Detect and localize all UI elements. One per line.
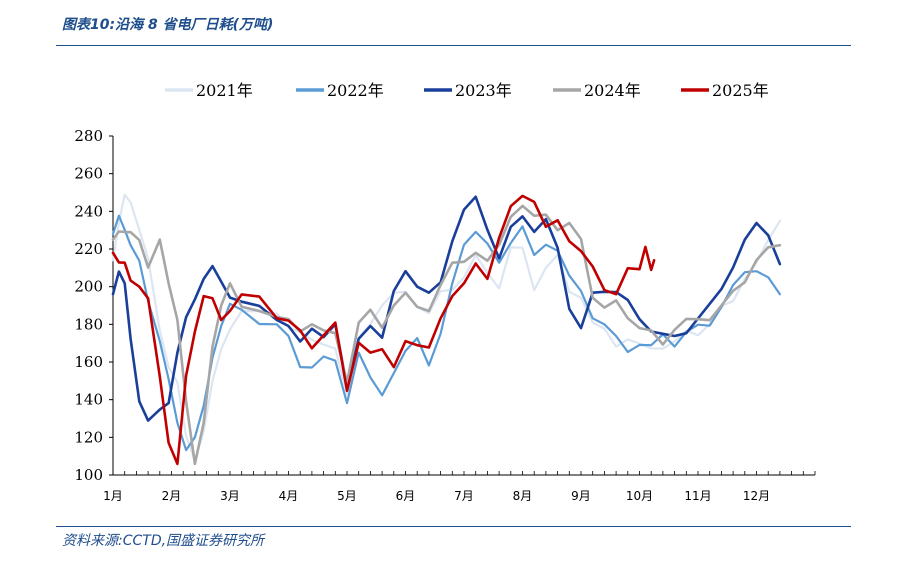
- x-tick-label: 9月: [571, 489, 591, 503]
- x-tick-label: 12月: [743, 489, 770, 503]
- chart-axes: 100 120 140 160 180 200 220 240 260 280 1月 2月 3月 4月 5月…: [74, 127, 816, 503]
- x-tick-label: 5月: [337, 489, 357, 503]
- top-rule: [56, 45, 851, 46]
- series-line-2021年: [111, 193, 781, 462]
- x-tick-label: 4月: [279, 489, 299, 503]
- series-line-2023年: [111, 195, 782, 422]
- series-line-2022年: [111, 214, 781, 452]
- x-tick-label: 1月: [103, 489, 123, 503]
- y-tick-label: 200: [74, 278, 103, 296]
- chart-legend: 2021年 2022年 2023年 2024年 2025年: [165, 81, 769, 100]
- legend-label: 2024年: [584, 81, 641, 100]
- x-tick-label: 10月: [626, 489, 653, 503]
- y-tick-label: 140: [74, 391, 103, 409]
- legend-label: 2023年: [455, 81, 512, 100]
- source-note: 资料来源:CCTD,国盛证券研究所: [62, 533, 265, 549]
- x-tick-label: 6月: [396, 489, 416, 503]
- y-tick-label: 260: [74, 165, 103, 183]
- x-tick-label: 7月: [454, 489, 474, 503]
- x-tick-label: 11月: [684, 489, 711, 503]
- bottom-rule: [56, 526, 851, 527]
- series-layer: [111, 193, 782, 466]
- series-line-2025年: [111, 194, 656, 466]
- series-line-2024年: [111, 204, 782, 466]
- legend-label: 2021年: [196, 81, 253, 100]
- x-tick-label: 3月: [220, 489, 240, 503]
- x-tick-label: 2月: [162, 489, 182, 503]
- y-tick-label: 220: [74, 240, 103, 258]
- x-tick-label: 8月: [513, 489, 533, 503]
- y-tick-label: 100: [74, 466, 103, 484]
- legend-label: 2022年: [327, 81, 384, 100]
- y-tick-label: 120: [74, 428, 103, 446]
- y-tick-label: 160: [74, 353, 103, 371]
- y-tick-label: 280: [74, 127, 103, 145]
- figure-title: 图表10:沿海 8 省电厂日耗(万吨): [62, 17, 274, 33]
- y-tick-label: 180: [74, 315, 103, 333]
- y-tick-label: 240: [74, 202, 103, 220]
- legend-label: 2025年: [712, 81, 769, 100]
